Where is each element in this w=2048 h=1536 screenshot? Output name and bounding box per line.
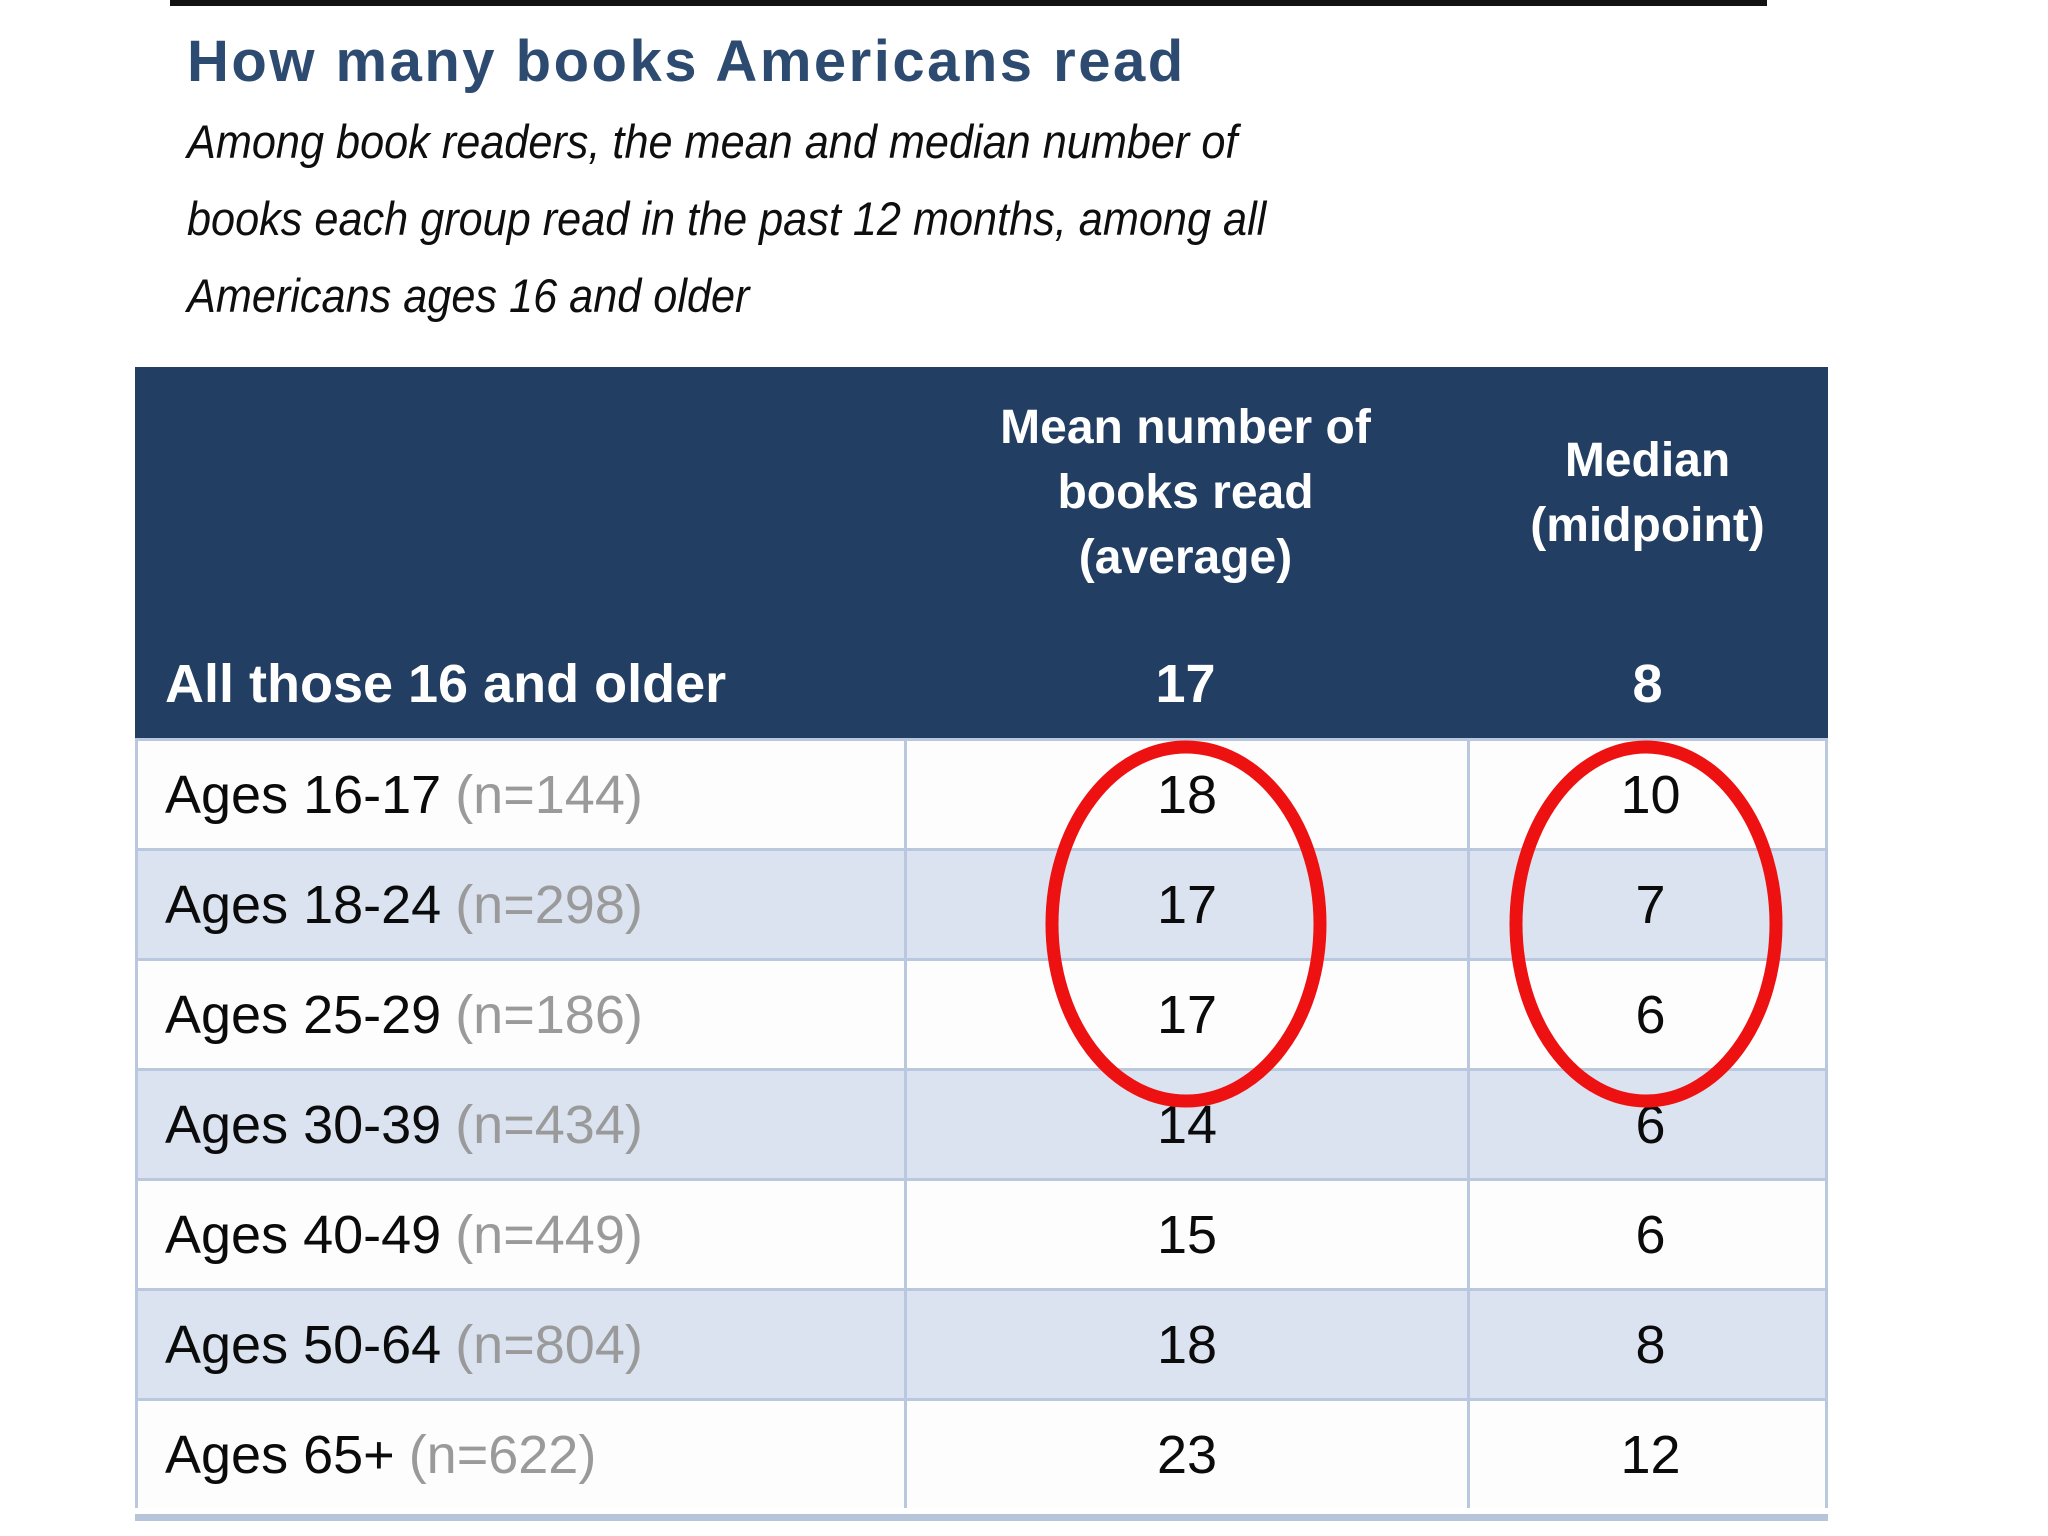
row-median-value: 12 [1467, 1401, 1831, 1508]
column-header-median: Median (midpoint) [1467, 361, 1828, 624]
table-row: Ages 65+ (n=622) 23 12 [138, 1398, 1825, 1508]
row-group-label: Ages 16-17 [165, 764, 442, 825]
row-sample-size: (n=434) [455, 1094, 643, 1155]
summary-row-label: All those 16 and older [165, 654, 727, 714]
row-group-label: Ages 65+ [165, 1424, 395, 1485]
row-mean-value: 18 [904, 741, 1467, 848]
books-read-table: Mean number of books read (average) Medi… [135, 367, 1828, 1508]
table-row: Ages 25-29 (n=186) 17 6 [138, 958, 1825, 1068]
row-median-value: 6 [1467, 961, 1831, 1068]
row-median-value: 10 [1467, 741, 1831, 848]
column-header-mean: Mean number of books read (average) [904, 361, 1467, 624]
row-mean-value: 14 [904, 1071, 1467, 1178]
row-sample-size: (n=186) [455, 984, 643, 1045]
subtitle-line-3: Americans ages 16 and older [187, 269, 750, 322]
table-body: Ages 16-17 (n=144) 18 10 Ages 18-24 (n=2… [135, 738, 1828, 1508]
row-median-value: 8 [1467, 1291, 1831, 1398]
row-median-value: 6 [1467, 1071, 1831, 1178]
table-row: Ages 30-39 (n=434) 14 6 [138, 1068, 1825, 1178]
row-median-value: 6 [1467, 1181, 1831, 1288]
row-sample-size: (n=804) [455, 1314, 643, 1375]
row-group-label: Ages 30-39 [165, 1094, 442, 1155]
column-header-mean-line: (average) [1078, 531, 1293, 584]
page-subtitle: Among book readers, the mean and median … [187, 103, 1266, 334]
table-row: Ages 40-49 (n=449) 15 6 [138, 1178, 1825, 1288]
row-mean-value: 18 [904, 1291, 1467, 1398]
row-group-label: Ages 18-24 [165, 874, 442, 935]
table-row: Ages 16-17 (n=144) 18 10 [138, 738, 1825, 848]
page-title: How many books Americans read [187, 29, 1186, 94]
row-sample-size: (n=144) [455, 764, 643, 825]
table-header: Mean number of books read (average) Medi… [135, 367, 1828, 738]
row-mean-value: 15 [904, 1181, 1467, 1288]
row-median-value: 7 [1467, 851, 1831, 958]
summary-row: All those 16 and older 17 8 [135, 630, 1828, 738]
row-mean-value: 17 [904, 961, 1467, 1068]
bottom-divider-rule [135, 1514, 1828, 1521]
summary-row-median-value: 8 [1632, 654, 1663, 714]
column-header-mean-line: books read [1057, 466, 1314, 519]
column-header-median-line: Median [1564, 433, 1731, 487]
column-header-mean-line: Mean number of [1000, 401, 1371, 454]
column-header-median-line: (midpoint) [1530, 498, 1765, 552]
row-group-label: Ages 25-29 [165, 984, 442, 1045]
table-row: Ages 50-64 (n=804) 18 8 [138, 1288, 1825, 1398]
row-group-label: Ages 40-49 [165, 1204, 442, 1265]
top-divider-rule [170, 0, 1767, 6]
subtitle-line-2: books each group read in the past 12 mon… [187, 192, 1267, 245]
summary-row-mean-value: 17 [1155, 654, 1216, 714]
row-group-label: Ages 50-64 [165, 1314, 442, 1375]
table-row: Ages 18-24 (n=298) 17 7 [138, 848, 1825, 958]
subtitle-line-1: Among book readers, the mean and median … [187, 115, 1238, 168]
row-mean-value: 23 [904, 1401, 1467, 1508]
row-mean-value: 17 [904, 851, 1467, 958]
row-sample-size: (n=449) [455, 1204, 643, 1265]
row-sample-size: (n=622) [408, 1424, 597, 1485]
row-sample-size: (n=298) [455, 874, 643, 935]
